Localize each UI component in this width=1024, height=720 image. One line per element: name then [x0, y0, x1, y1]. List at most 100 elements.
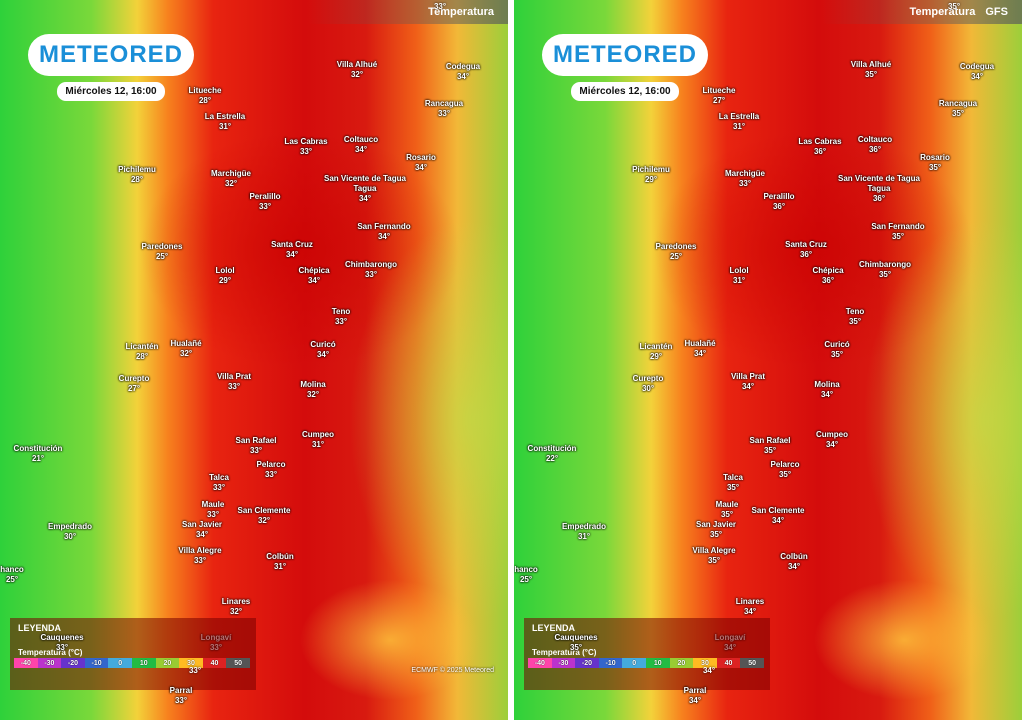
city-name: Villa Prat: [216, 372, 252, 381]
city-label: Teno 35°: [846, 307, 865, 327]
city-temp: 34°: [825, 440, 839, 449]
city-temp: 30°: [641, 384, 655, 393]
city-name: Colbún: [780, 552, 808, 561]
city-name: Santa Cruz: [271, 240, 313, 249]
city-temp: 34°: [358, 194, 372, 203]
city-name: Cauquenes: [40, 633, 84, 642]
city-temp: 35°: [830, 350, 844, 359]
city-name: Villa Alegre: [178, 546, 222, 555]
city-temp: 34°: [771, 516, 785, 525]
city-label: Peralillo 36°: [763, 192, 794, 212]
city-label: Las Cabras 33°: [284, 137, 327, 157]
city-name: Codegua: [445, 62, 481, 71]
city-name: Coltauco: [343, 135, 379, 144]
scale-step: 0: [108, 658, 132, 668]
city-label: Coltauco 36°: [858, 135, 892, 155]
city-name: Colbún: [266, 552, 294, 561]
city-label: Codegua 34°: [960, 62, 994, 82]
city-temp: 34°: [970, 72, 984, 81]
city-label: Villa Alhué 32°: [337, 60, 377, 80]
city-name: Litueche: [702, 86, 736, 95]
city-label: Las Cabras 36°: [798, 137, 841, 157]
city-label: Empedrado 31°: [562, 522, 606, 542]
city-name: Codegua: [959, 62, 995, 71]
city-label: Linares 32°: [222, 597, 250, 617]
city-name: Rancagua: [424, 99, 464, 108]
scale-step: 10: [645, 658, 670, 668]
scale-step: 10: [131, 658, 156, 668]
city-temp: 35°: [778, 470, 792, 479]
city-name: Chimbarongo: [859, 260, 911, 269]
city-label: Chimbarongo 35°: [859, 260, 911, 280]
city-label: Peralillo 33°: [249, 192, 280, 212]
map-panel: Temperatura GFS 35° Litueche 27° Villa Alhué 3…: [514, 0, 1022, 720]
city-label: La Estrella 31°: [205, 112, 245, 132]
city-temp: 34°: [307, 276, 321, 285]
city-label: Talca 33°: [209, 473, 229, 493]
city-temp: 35°: [720, 510, 734, 519]
city-temp: 35°: [848, 317, 862, 326]
city-temp: 21°: [31, 454, 45, 463]
city-name: Cumpeo: [816, 430, 848, 439]
city-name: Pelarco: [770, 460, 800, 469]
city-temp: 33°: [258, 202, 272, 211]
city-name: Pelarco: [256, 460, 286, 469]
city-temp: 36°: [872, 194, 886, 203]
city-name: San Rafael: [749, 436, 791, 445]
city-label: Villa Prat 34°: [731, 372, 765, 392]
city-label: Villa Prat 33°: [217, 372, 251, 392]
city-label: Cumpeo 31°: [302, 430, 334, 450]
legend-scale: -40 -30 -20 -10 0 10 20 30 40 50: [528, 658, 764, 668]
city-temp: 34°: [741, 382, 755, 391]
city-label: Lolol 29°: [215, 266, 234, 286]
top-value: 35°: [947, 2, 961, 11]
city-temp: 35°: [891, 232, 905, 241]
city-label: Codegua 34°: [446, 62, 480, 82]
scale-step: -30: [551, 658, 576, 668]
city-temp: 36°: [799, 250, 813, 259]
city-name: San Vicente de Tagua Tagua: [838, 174, 920, 193]
city-label: San Clemente 32°: [238, 506, 291, 526]
city-label: Coltauco 34°: [344, 135, 378, 155]
city-name: Curicó: [310, 340, 336, 349]
city-name: Curepto: [632, 374, 664, 383]
city-temp: 29°: [218, 276, 232, 285]
city-label: San Fernando 34°: [357, 222, 410, 242]
city-label: Colbún 31°: [266, 552, 294, 572]
city-label: Marchigüe 32°: [211, 169, 251, 189]
city-name: Rosario: [406, 153, 436, 162]
city-label: Maule 35°: [716, 500, 739, 520]
credit: ECMWF © 2025 Meteored: [411, 667, 494, 674]
logo: METEORED: [28, 34, 194, 76]
city-temp: 27°: [712, 96, 726, 105]
city-name: Peralillo: [763, 192, 795, 201]
city-name: Linares: [735, 597, 765, 606]
layer-name: Temperatura: [428, 6, 494, 18]
city-label: Marchigüe 33°: [725, 169, 765, 189]
scale-step: -40: [528, 658, 552, 668]
city-temp: 34°: [195, 530, 209, 539]
scale-step: -20: [61, 658, 85, 668]
city-temp: 28°: [135, 352, 149, 361]
city-name: Las Cabras: [284, 137, 328, 146]
city-name: Villa Alhué: [850, 60, 892, 69]
city-temp: 25°: [155, 252, 169, 261]
city-temp: 31°: [732, 122, 746, 131]
city-label: Licantén 29°: [640, 342, 673, 362]
city-temp: 31°: [577, 532, 591, 541]
city-name: Talca: [723, 473, 743, 482]
city-temp: 31°: [273, 562, 287, 571]
scale-step: -30: [37, 658, 62, 668]
city-temp: 32°: [179, 349, 193, 358]
city-name: Talca: [209, 473, 229, 482]
city-temp: 31°: [732, 276, 746, 285]
city-name: Hualañé: [684, 339, 716, 348]
city-label: hanco 25°: [514, 565, 538, 585]
city-name: Teno: [331, 307, 351, 316]
city-name: Lolol: [215, 266, 235, 275]
city-name: Constitución: [13, 444, 63, 453]
city-label: Molina 32°: [300, 380, 325, 400]
city-name: Villa Alhué: [336, 60, 378, 69]
city-temp: 34°: [285, 250, 299, 259]
city-label: Lolol 31°: [729, 266, 748, 286]
